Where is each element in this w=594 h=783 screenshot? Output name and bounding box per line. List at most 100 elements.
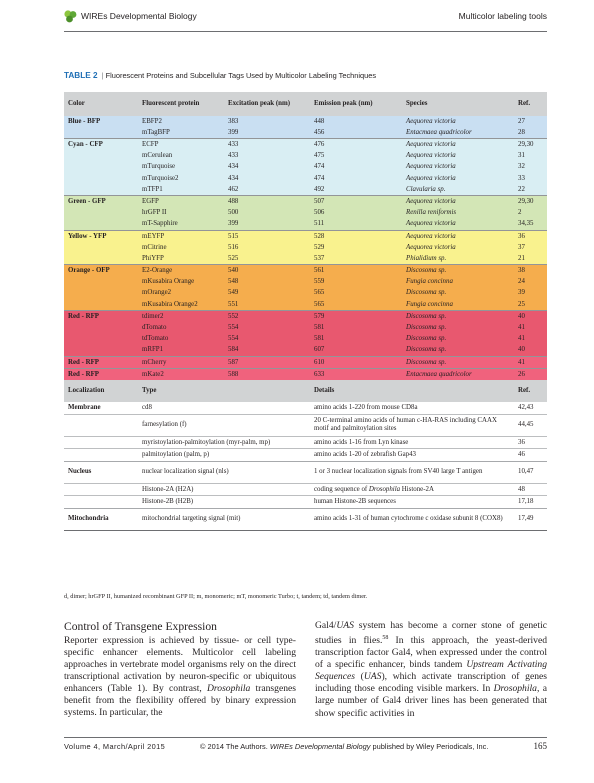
journal-logo-icon (64, 10, 77, 23)
species-cell: Discosoma sp. (402, 287, 514, 299)
excitation-cell: 554 (224, 322, 310, 334)
fp-column-header: Excitation peak (nm) (224, 92, 310, 116)
details-cell: human Histone-2B sequences (310, 495, 514, 509)
volume-info: Volume 4, March/April 2015 (64, 742, 166, 751)
species-cell: Aequorea victoria (402, 161, 514, 173)
species-cell: Aequorea victoria (402, 150, 514, 162)
running-header: WIREs Developmental Biology Multicolor l… (64, 6, 547, 32)
type-cell: palmitoylation (palm, p) (138, 448, 310, 462)
protein-cell: mCerulean (138, 150, 224, 162)
ref-cell: 10,47 (514, 460, 547, 484)
protein-cell: PhiYFP (138, 253, 224, 265)
type-cell: mitochondrial targeting signal (mit) (138, 507, 310, 531)
excitation-cell: 540 (224, 264, 310, 277)
color-class-cell (64, 161, 138, 173)
emission-cell: 537 (310, 253, 402, 265)
header-rule (64, 31, 547, 32)
loc-column-header: Details (310, 380, 514, 403)
color-class-cell (64, 276, 138, 288)
excitation-cell: 433 (224, 150, 310, 162)
emission-cell: 507 (310, 195, 402, 208)
species-cell: Fungia concinna (402, 299, 514, 311)
protein-cell: mOrange2 (138, 287, 224, 299)
table-row: Membrane cd8 amino acids 1-220 from mouse … (64, 402, 547, 414)
color-class-cell: Orange - OFP (64, 264, 138, 277)
ref-cell: 36 (514, 435, 547, 449)
color-class-cell (64, 253, 138, 265)
species-cell: Aequorea victoria (402, 172, 514, 185)
emission-cell: 559 (310, 276, 402, 288)
table-caption: TABLE 2 | Fluorescent Proteins and Subce… (64, 71, 377, 80)
ref-cell: 41 (514, 322, 547, 334)
emission-cell: 448 (310, 116, 402, 128)
excitation-cell: 551 (224, 299, 310, 311)
footer-rule (64, 737, 547, 738)
excitation-cell: 399 (224, 127, 310, 139)
emission-cell: 511 (310, 218, 402, 231)
running-title: Multicolor labeling tools (458, 11, 547, 21)
table-row: farnesylation (f) 20 C-terminal amino aci… (64, 413, 547, 437)
excitation-cell: 434 (224, 161, 310, 173)
table-row: Green - GFP EGFP 488 507 Aequorea victoria 29… (64, 195, 547, 208)
section-heading: Control of Transgene Expression (64, 620, 217, 633)
protein-cell: EGFP (138, 195, 224, 208)
table-row: Cyan - CFP ECFP 433 476 Aequorea victoria 29,… (64, 138, 547, 151)
details-cell: coding sequence of Drosophila Histone-2A (310, 482, 514, 496)
table-row: Histone-2A (H2A) coding sequence of Droso… (64, 482, 547, 496)
localization-cell: Nucleus (64, 460, 138, 484)
table-row: mCerulean 433 475 Aequorea victoria 31 (64, 150, 547, 162)
protein-cell: mTagBFP (138, 127, 224, 139)
excitation-cell: 587 (224, 355, 310, 369)
page-footer: Volume 4, March/April 2015 © 2014 The Au… (64, 741, 547, 754)
localization-cell (64, 482, 138, 496)
emission-cell: 492 (310, 184, 402, 196)
excitation-cell: 548 (224, 276, 310, 288)
protein-cell: tdimer2 (138, 310, 224, 323)
protein-cell: mCitrine (138, 242, 224, 254)
color-class-cell (64, 207, 138, 219)
table-row: Red - RFP mCherry 587 610 Discosoma sp. 41 (64, 355, 547, 369)
species-cell: Discosoma sp. (402, 264, 514, 277)
table-row: Nucleus nuclear localization signal (nls)… (64, 460, 547, 484)
table-row: mTagBFP 399 456 Entacmaea quadricolor 28 (64, 127, 547, 139)
color-class-cell (64, 242, 138, 254)
fp-header-row: Color Fluorescent protein Excitation peak … (64, 92, 547, 116)
fp-column-header: Species (402, 92, 514, 116)
color-class-cell (64, 333, 138, 345)
ref-cell: 17,49 (514, 507, 547, 531)
localization-cell (64, 448, 138, 462)
emission-cell: 579 (310, 310, 402, 323)
ref-cell: 40 (514, 310, 547, 323)
table-row: mTurquoise2 434 474 Aequorea victoria 33 (64, 172, 547, 185)
protein-cell: E2-Orange (138, 264, 224, 277)
table-row: tdTomato 554 581 Discosoma sp. 41 (64, 333, 547, 345)
protein-cell: EBFP2 (138, 116, 224, 128)
table-row: Orange - OFP E2-Orange 540 561 Discosoma sp.… (64, 264, 547, 277)
type-cell: myristoylation-palmitoylation (myr-palm,… (138, 435, 310, 449)
table-row: mKusabira Orange2 551 565 Fungia concinna 25 (64, 299, 547, 311)
ref-cell: 41 (514, 355, 547, 369)
species-cell: Fungia concinna (402, 276, 514, 288)
emission-cell: 581 (310, 333, 402, 345)
emission-cell: 565 (310, 287, 402, 299)
table-footnote: d, dimer; hrGFP II, humanized recombinan… (64, 593, 368, 600)
table-row: Histone-2B (H2B) human Histone-2B sequenc… (64, 495, 547, 509)
ref-cell: 24 (514, 276, 547, 288)
emission-cell: 633 (310, 368, 402, 381)
loc-column-header: Type (138, 380, 310, 403)
table-row: mTFP1 462 492 Clavularia sp. 22 (64, 184, 547, 196)
table-label: TABLE 2 (64, 71, 98, 80)
body-paragraph-left: Reporter expression is achieved by tissu… (64, 635, 296, 719)
species-cell: Aequorea victoria (402, 195, 514, 208)
table-row: Red - RFP tdimer2 552 579 Discosoma sp. 40 (64, 310, 547, 323)
ref-cell: 17,18 (514, 495, 547, 509)
ref-cell: 48 (514, 482, 547, 496)
ref-cell: 38 (514, 264, 547, 277)
ref-cell: 31 (514, 150, 547, 162)
loc-header-row: Localization Type Details Ref. (64, 380, 547, 403)
species-cell: Phialidium sp. (402, 253, 514, 265)
color-class-cell (64, 322, 138, 334)
excitation-cell: 434 (224, 172, 310, 185)
excitation-cell: 383 (224, 116, 310, 128)
emission-cell: 581 (310, 322, 402, 334)
